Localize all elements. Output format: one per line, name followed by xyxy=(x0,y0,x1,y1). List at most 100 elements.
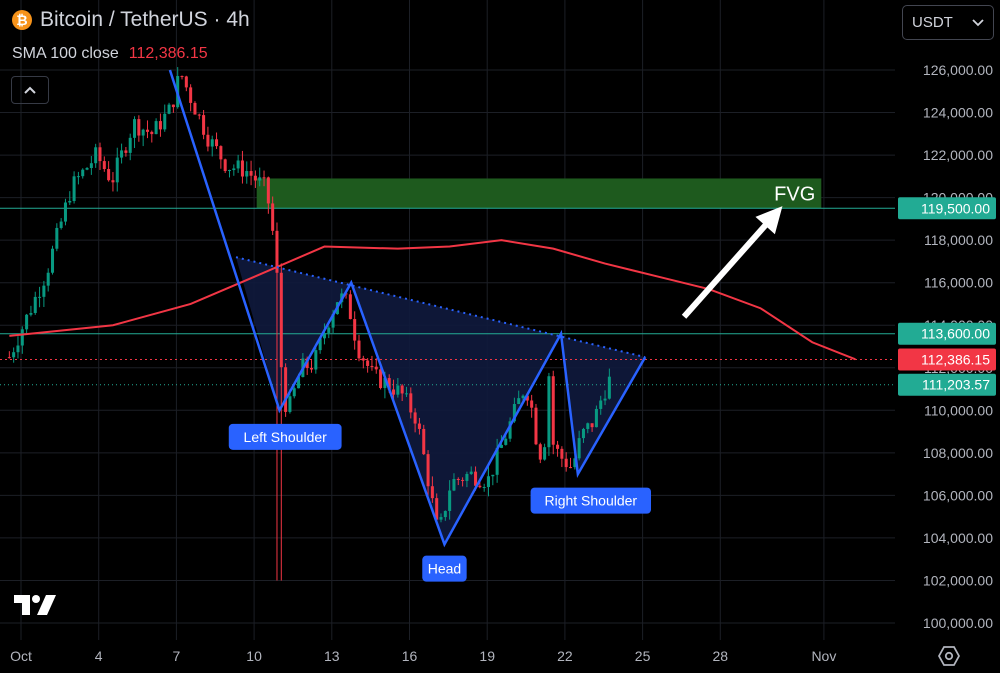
candle-body xyxy=(310,367,314,370)
x-tick-label: 16 xyxy=(402,648,418,664)
candle-body xyxy=(581,428,585,439)
candle-body xyxy=(603,398,607,401)
candle-body xyxy=(63,202,67,222)
candle-body xyxy=(409,393,413,413)
y-tick-label: 116,000.00 xyxy=(924,275,993,291)
candle-body xyxy=(422,428,426,455)
fvg-label: FVG xyxy=(774,183,815,205)
candle-body xyxy=(297,377,301,389)
pattern-label-text: Head xyxy=(428,561,461,577)
candle-body xyxy=(227,170,232,172)
candle-body xyxy=(413,412,417,424)
candle-body xyxy=(607,376,611,399)
arrow-icon xyxy=(681,206,783,319)
y-tick-label: 100,000.00 xyxy=(923,615,993,631)
candle-body xyxy=(530,400,534,408)
candle-body xyxy=(417,423,421,429)
candle-body xyxy=(120,150,124,158)
candle-body xyxy=(370,365,374,367)
candle-body xyxy=(512,404,516,422)
candle-body xyxy=(262,177,266,179)
candle-body xyxy=(25,314,29,330)
candle-body xyxy=(98,147,102,162)
level-badge: 112,386.15 xyxy=(898,348,996,371)
candle-body xyxy=(400,385,404,394)
candle-body xyxy=(599,400,603,409)
fvg-zone xyxy=(256,178,822,209)
level-badge: 111,203.57 xyxy=(898,373,996,396)
candle-body xyxy=(517,398,521,405)
candle-body xyxy=(469,471,473,474)
tradingview-logo-icon[interactable] xyxy=(14,595,58,617)
candle-body xyxy=(141,129,145,136)
candle-body xyxy=(357,340,361,359)
candle-body xyxy=(322,332,326,339)
candle-body xyxy=(392,389,396,395)
candle-body xyxy=(383,378,387,389)
currency-dropdown[interactable]: USDT xyxy=(902,5,994,40)
symbol-title[interactable]: Bitcoin / TetherUS · 4h xyxy=(40,8,250,31)
level-badge-text: 119,500.00 xyxy=(921,200,990,216)
candle-body xyxy=(508,421,512,439)
candle-body xyxy=(573,458,577,468)
pattern-label: Left Shoulder xyxy=(228,423,342,450)
candle-body xyxy=(72,176,76,201)
x-tick-label: Oct xyxy=(10,648,32,664)
level-badge-text: 111,203.57 xyxy=(922,377,990,393)
candle-body xyxy=(482,487,486,489)
candle-body xyxy=(499,444,503,448)
candle-body xyxy=(327,327,331,333)
sma-legend[interactable]: SMA 100 close 112,386.15 xyxy=(12,45,208,63)
y-tick-label: 118,000.00 xyxy=(924,232,993,248)
x-tick-label: 22 xyxy=(557,648,573,664)
candle-body xyxy=(145,129,149,132)
x-tick-label: Nov xyxy=(811,648,836,664)
candle-body xyxy=(275,230,279,273)
candle-body xyxy=(366,360,370,366)
candle-body xyxy=(486,476,491,488)
candle-body xyxy=(590,423,594,428)
x-tick-label: 4 xyxy=(95,648,103,664)
candle-body xyxy=(478,485,482,488)
candle-body xyxy=(551,376,555,445)
candle-body xyxy=(404,393,408,395)
candle-body xyxy=(577,438,581,459)
y-tick-label: 102,000.00 xyxy=(923,572,993,588)
collapse-legend-button[interactable] xyxy=(11,76,49,104)
sma-value: 112,386.15 xyxy=(128,45,208,62)
candle-body xyxy=(249,171,253,176)
x-tick-label: 7 xyxy=(173,648,181,664)
candle-body xyxy=(396,385,400,395)
candle-body xyxy=(197,114,201,116)
candle-body xyxy=(89,163,93,169)
candle-body xyxy=(564,458,568,468)
candle-body xyxy=(379,369,383,389)
candle-body xyxy=(150,131,154,135)
level-badge-text: 112,386.15 xyxy=(921,352,990,368)
y-tick-label: 104,000.00 xyxy=(923,530,993,546)
candle-body xyxy=(439,517,443,520)
y-tick-label: 110,000.00 xyxy=(924,402,993,418)
candle-body xyxy=(448,490,452,511)
candle-body xyxy=(430,486,434,499)
neckline xyxy=(235,256,646,359)
candle-body xyxy=(202,115,206,135)
candle-body xyxy=(171,104,175,108)
candle-body xyxy=(133,119,137,138)
candle-body xyxy=(154,121,158,135)
candle-body xyxy=(318,338,322,351)
candle-body xyxy=(76,176,80,178)
candle-body xyxy=(521,395,525,399)
candle-body xyxy=(331,314,335,328)
level-badge-text: 113,600.00 xyxy=(921,326,990,342)
level-badge: 119,500.00 xyxy=(898,197,996,220)
candle-body xyxy=(491,474,495,477)
candle-body xyxy=(115,157,119,183)
candle-body xyxy=(361,358,365,361)
candle-body xyxy=(240,160,244,177)
chevron-down-icon xyxy=(972,18,984,26)
candle-body xyxy=(189,87,193,103)
candle-body xyxy=(81,169,85,177)
settings-icon[interactable] xyxy=(938,645,960,667)
